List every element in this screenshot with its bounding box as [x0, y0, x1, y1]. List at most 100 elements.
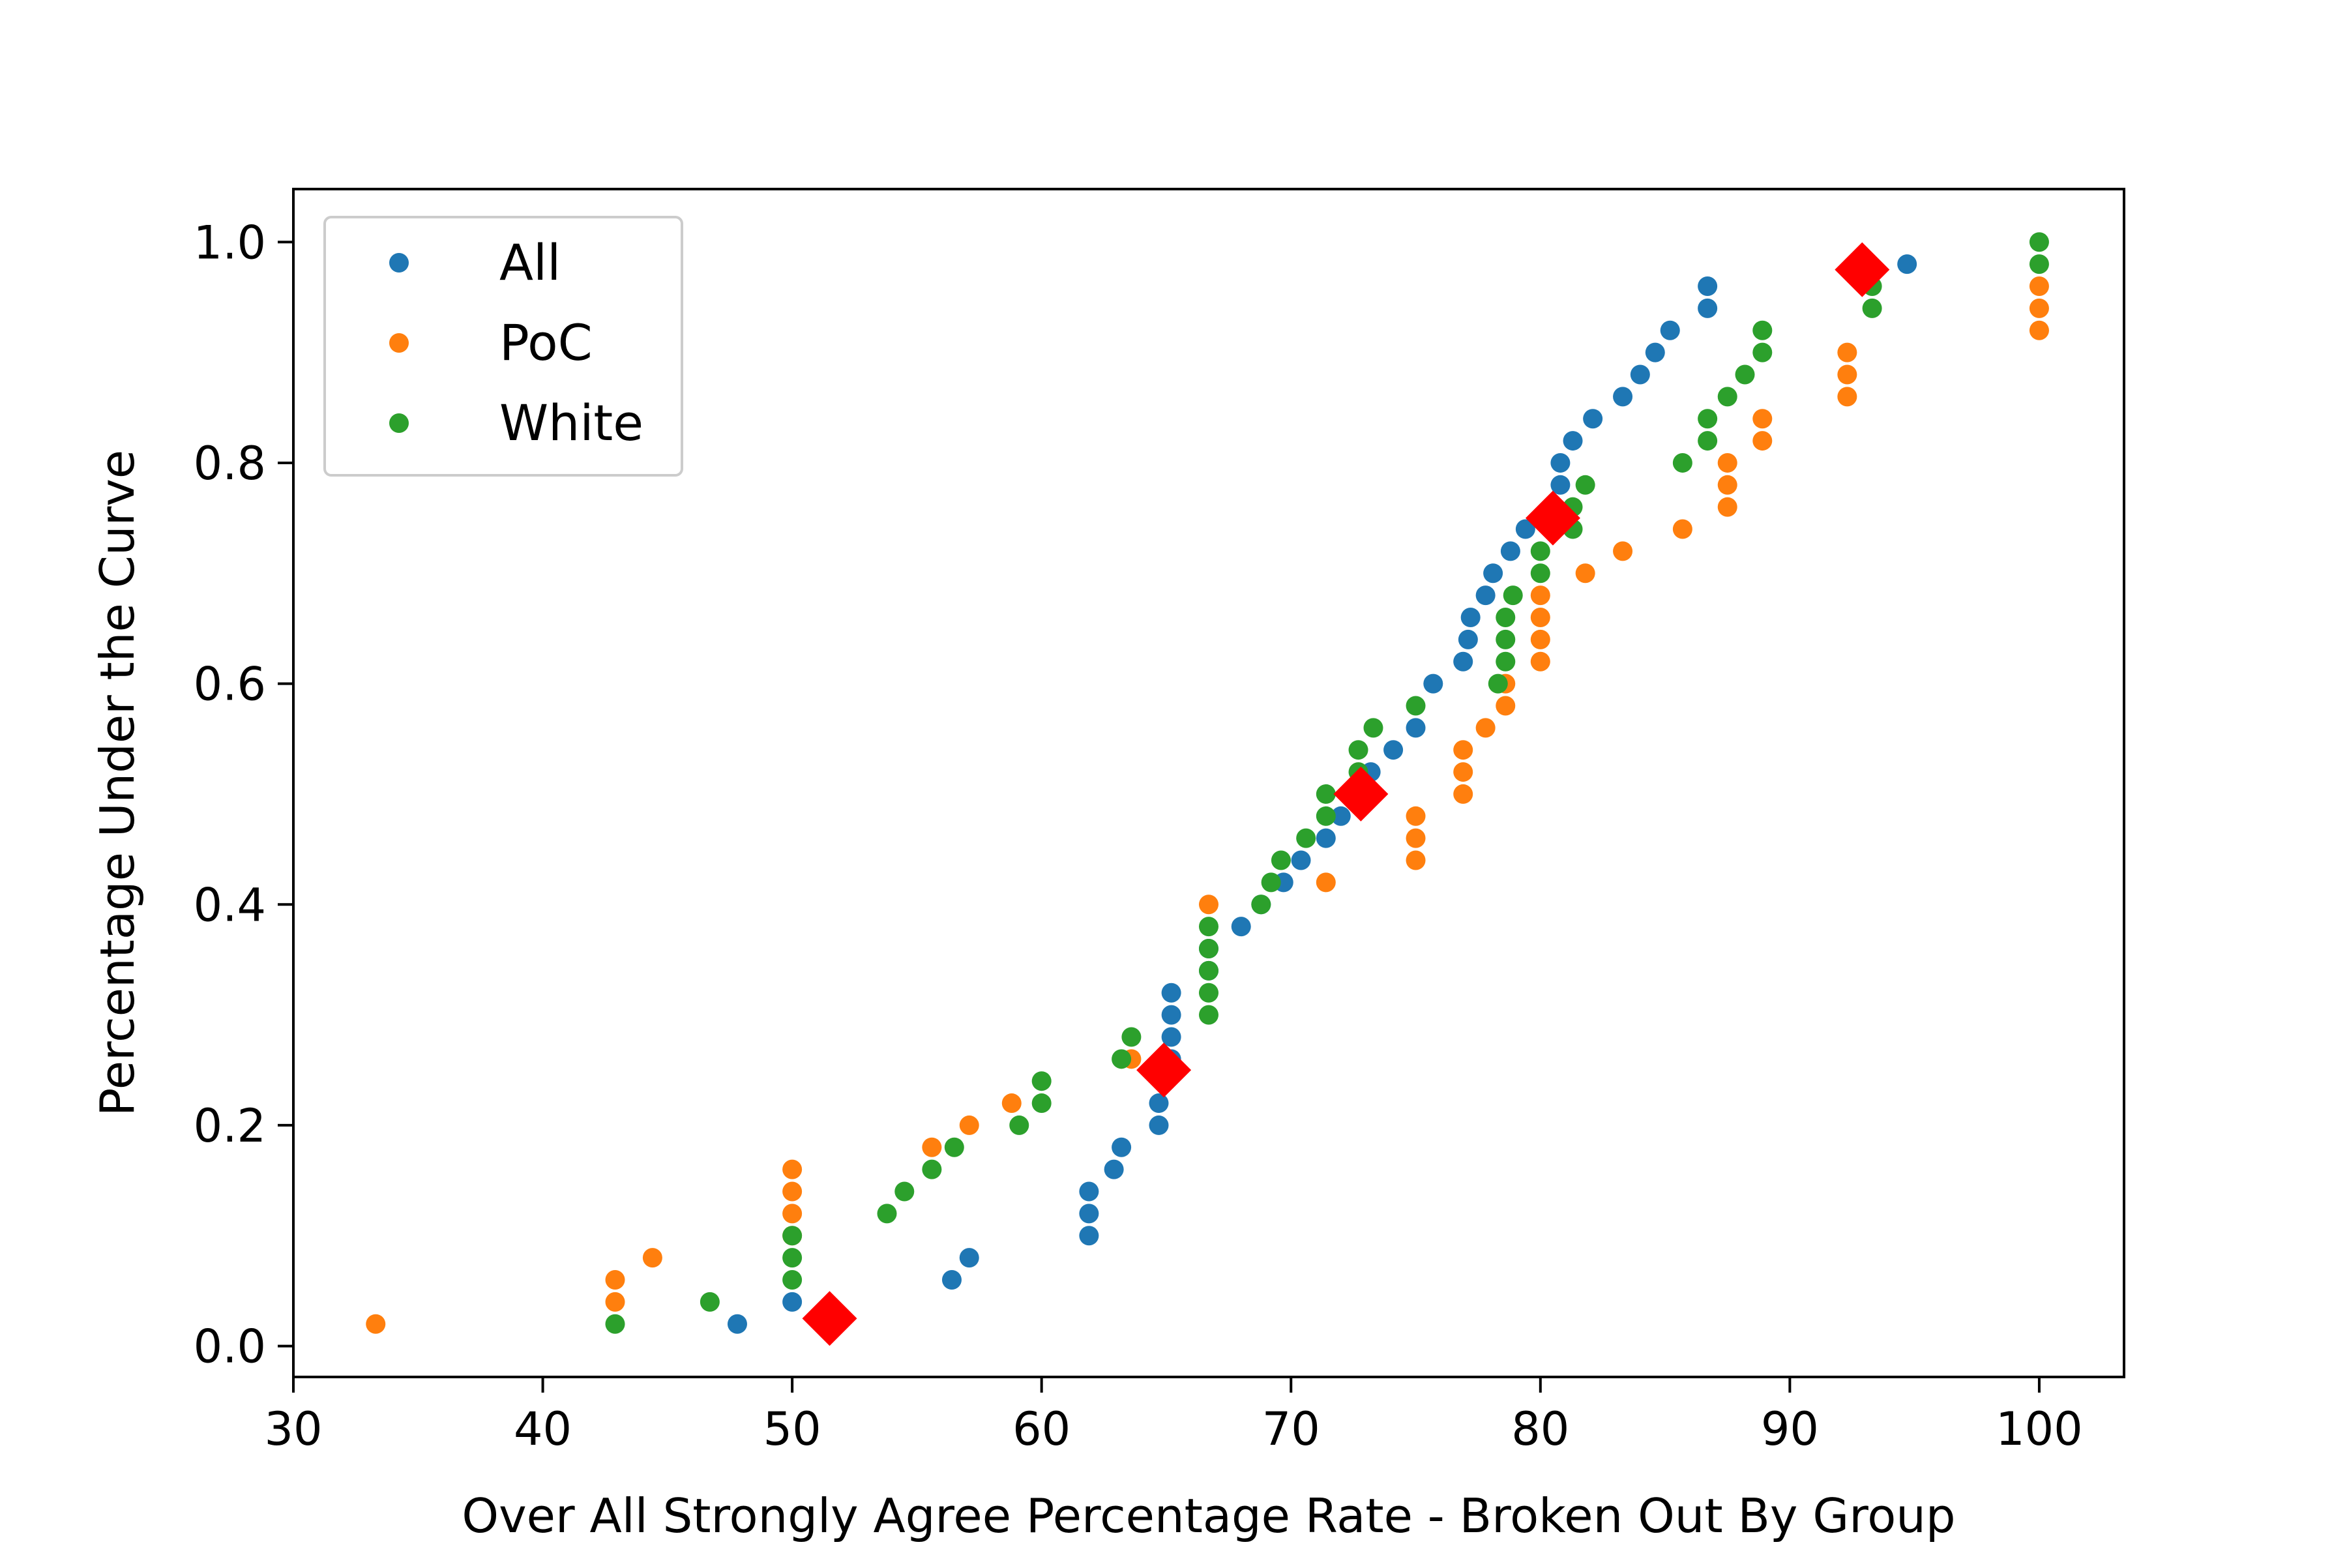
- point-white: [1496, 608, 1516, 628]
- point-all: [941, 1269, 962, 1290]
- x-tick-label: 100: [1996, 1402, 2083, 1456]
- point-all: [1550, 475, 1571, 495]
- x-tick-label: 40: [514, 1402, 572, 1456]
- point-all: [959, 1248, 979, 1268]
- point-white: [1530, 563, 1550, 584]
- point-poc: [605, 1269, 625, 1290]
- point-all: [1500, 541, 1520, 561]
- point-poc: [1475, 718, 1496, 738]
- point-all: [1613, 387, 1633, 407]
- point-poc: [366, 1314, 386, 1334]
- point-white: [1862, 298, 1882, 318]
- point-all: [1630, 364, 1650, 385]
- point-white: [782, 1269, 803, 1290]
- point-white: [1698, 409, 1718, 429]
- point-poc: [2029, 320, 2049, 340]
- point-all: [782, 1292, 803, 1312]
- point-poc: [1530, 651, 1550, 672]
- point-white: [2029, 254, 2049, 274]
- point-white: [1496, 651, 1516, 672]
- y-tick-label: 0.6: [194, 658, 266, 711]
- point-white: [1503, 585, 1523, 606]
- point-white: [605, 1314, 625, 1334]
- point-white: [1316, 784, 1336, 804]
- point-poc: [1001, 1093, 1022, 1114]
- point-white: [1199, 983, 1218, 1003]
- point-all: [1231, 917, 1251, 937]
- point-white: [1251, 895, 1271, 915]
- point-white: [1752, 320, 1773, 340]
- legend-marker-poc: [389, 333, 409, 353]
- point-white: [1296, 828, 1316, 848]
- point-all: [1161, 1027, 1181, 1047]
- point-poc: [922, 1137, 942, 1157]
- point-white: [1261, 872, 1281, 893]
- legend-label-white: White: [499, 394, 643, 452]
- x-axis-label: Over All Strongly Agree Percentage Rate …: [462, 1488, 1955, 1543]
- diamond-point: [802, 1291, 857, 1346]
- point-all: [1698, 298, 1718, 318]
- legend-box: [323, 216, 683, 477]
- point-white: [1735, 364, 1755, 385]
- point-poc: [1530, 608, 1550, 628]
- point-white: [894, 1181, 915, 1202]
- point-poc: [782, 1204, 803, 1224]
- point-all: [1112, 1137, 1132, 1157]
- legend: All PoC White: [323, 216, 683, 477]
- legend-marker-all: [389, 253, 409, 273]
- point-white: [1121, 1027, 1142, 1047]
- point-white: [944, 1137, 964, 1157]
- point-white: [1363, 718, 1383, 738]
- point-poc: [1717, 475, 1737, 495]
- point-all: [1079, 1226, 1099, 1246]
- point-all: [1161, 983, 1181, 1003]
- point-white: [2029, 232, 2049, 252]
- point-white: [1530, 541, 1550, 561]
- point-all: [1406, 718, 1426, 738]
- x-tick-label: 30: [264, 1402, 322, 1456]
- point-all: [1563, 431, 1583, 451]
- series-markers: [802, 242, 1890, 1346]
- point-white: [1488, 673, 1508, 694]
- legend-marker-white: [389, 413, 409, 433]
- diamond-point: [1525, 490, 1580, 546]
- point-all: [1515, 519, 1535, 539]
- point-all: [1475, 585, 1496, 606]
- point-poc: [2029, 298, 2049, 318]
- series-poc: [366, 276, 2049, 1334]
- point-poc: [1752, 431, 1773, 451]
- point-white: [1199, 1005, 1218, 1025]
- point-poc: [1575, 563, 1595, 584]
- point-poc: [1406, 828, 1426, 848]
- point-all: [1645, 342, 1665, 362]
- legend-label-all: All: [499, 233, 561, 291]
- point-white: [1271, 850, 1291, 870]
- point-poc: [1672, 519, 1692, 539]
- point-poc: [959, 1115, 979, 1135]
- point-all: [1079, 1204, 1099, 1224]
- x-tick-label: 60: [1012, 1402, 1070, 1456]
- point-poc: [1199, 895, 1218, 915]
- y-tick-label: 1.0: [194, 216, 266, 269]
- point-all: [1660, 320, 1680, 340]
- point-poc: [2029, 276, 2049, 297]
- legend-label-poc: PoC: [499, 314, 593, 372]
- point-poc: [1717, 452, 1737, 473]
- point-all: [1583, 409, 1603, 429]
- point-all: [727, 1314, 747, 1334]
- point-poc: [1406, 850, 1426, 870]
- point-white: [1199, 960, 1218, 981]
- point-poc: [642, 1248, 662, 1268]
- point-all: [1331, 806, 1351, 826]
- point-white: [1575, 475, 1595, 495]
- point-white: [1112, 1049, 1132, 1069]
- point-poc: [1453, 740, 1473, 760]
- point-poc: [1837, 364, 1857, 385]
- point-white: [922, 1159, 942, 1179]
- diamond-point: [1333, 766, 1389, 821]
- point-white: [1199, 917, 1218, 937]
- point-white: [1031, 1071, 1052, 1091]
- point-white: [1199, 938, 1218, 958]
- point-white: [782, 1248, 803, 1268]
